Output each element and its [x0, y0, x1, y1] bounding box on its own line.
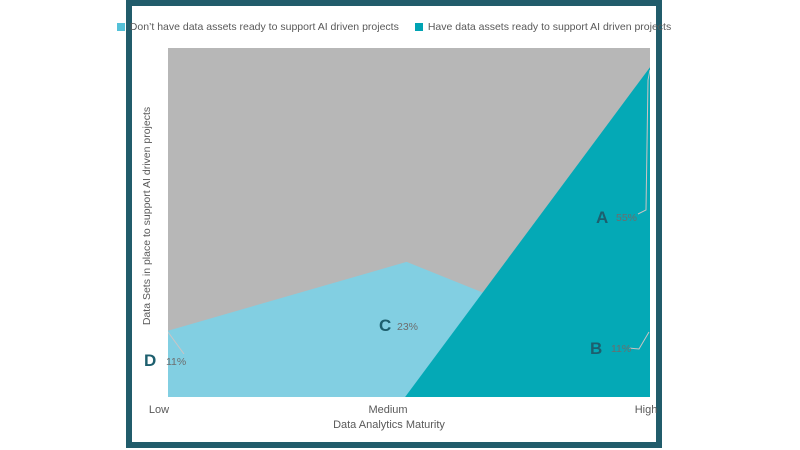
legend-label-have: Have data assets ready to support AI dri…: [427, 21, 672, 33]
legend-item-have: Have data assets ready to support AI dri…: [414, 21, 672, 33]
annotation-letter-b: B: [590, 339, 603, 358]
legend-item-dont-have: Don’t have data assets ready to support …: [116, 21, 399, 33]
leader-line-a: [637, 69, 650, 215]
leader-line-d: [168, 331, 185, 355]
legend-swatch-dont-have-icon: [116, 23, 125, 31]
legend-label-dont-have: Don’t have data assets ready to support …: [129, 21, 399, 33]
plot-area: [168, 48, 650, 397]
annotation-value-b: 11%: [611, 343, 632, 355]
legend-swatch-have-icon: [414, 23, 423, 31]
chart-legend: Don’t have data assets ready to support …: [116, 21, 671, 33]
annotation-value-d: 11%: [166, 356, 187, 368]
annotation-value-a: 55%: [616, 212, 638, 224]
x-tick-medium: Medium: [368, 404, 408, 416]
y-axis-title: Data Sets in place to support AI driven …: [141, 106, 153, 326]
x-axis-title: Data Analytics Maturity: [333, 419, 445, 431]
x-tick-low: Low: [148, 404, 170, 416]
annotation-value-c: 23%: [397, 321, 419, 333]
annotation-letter-a: A: [596, 208, 609, 227]
x-tick-high: High: [634, 404, 658, 416]
annotation-letter-d: D: [144, 351, 157, 370]
annotation-letter-c: C: [379, 316, 392, 335]
leader-line-b: [628, 331, 650, 350]
area-have: [405, 67, 650, 397]
